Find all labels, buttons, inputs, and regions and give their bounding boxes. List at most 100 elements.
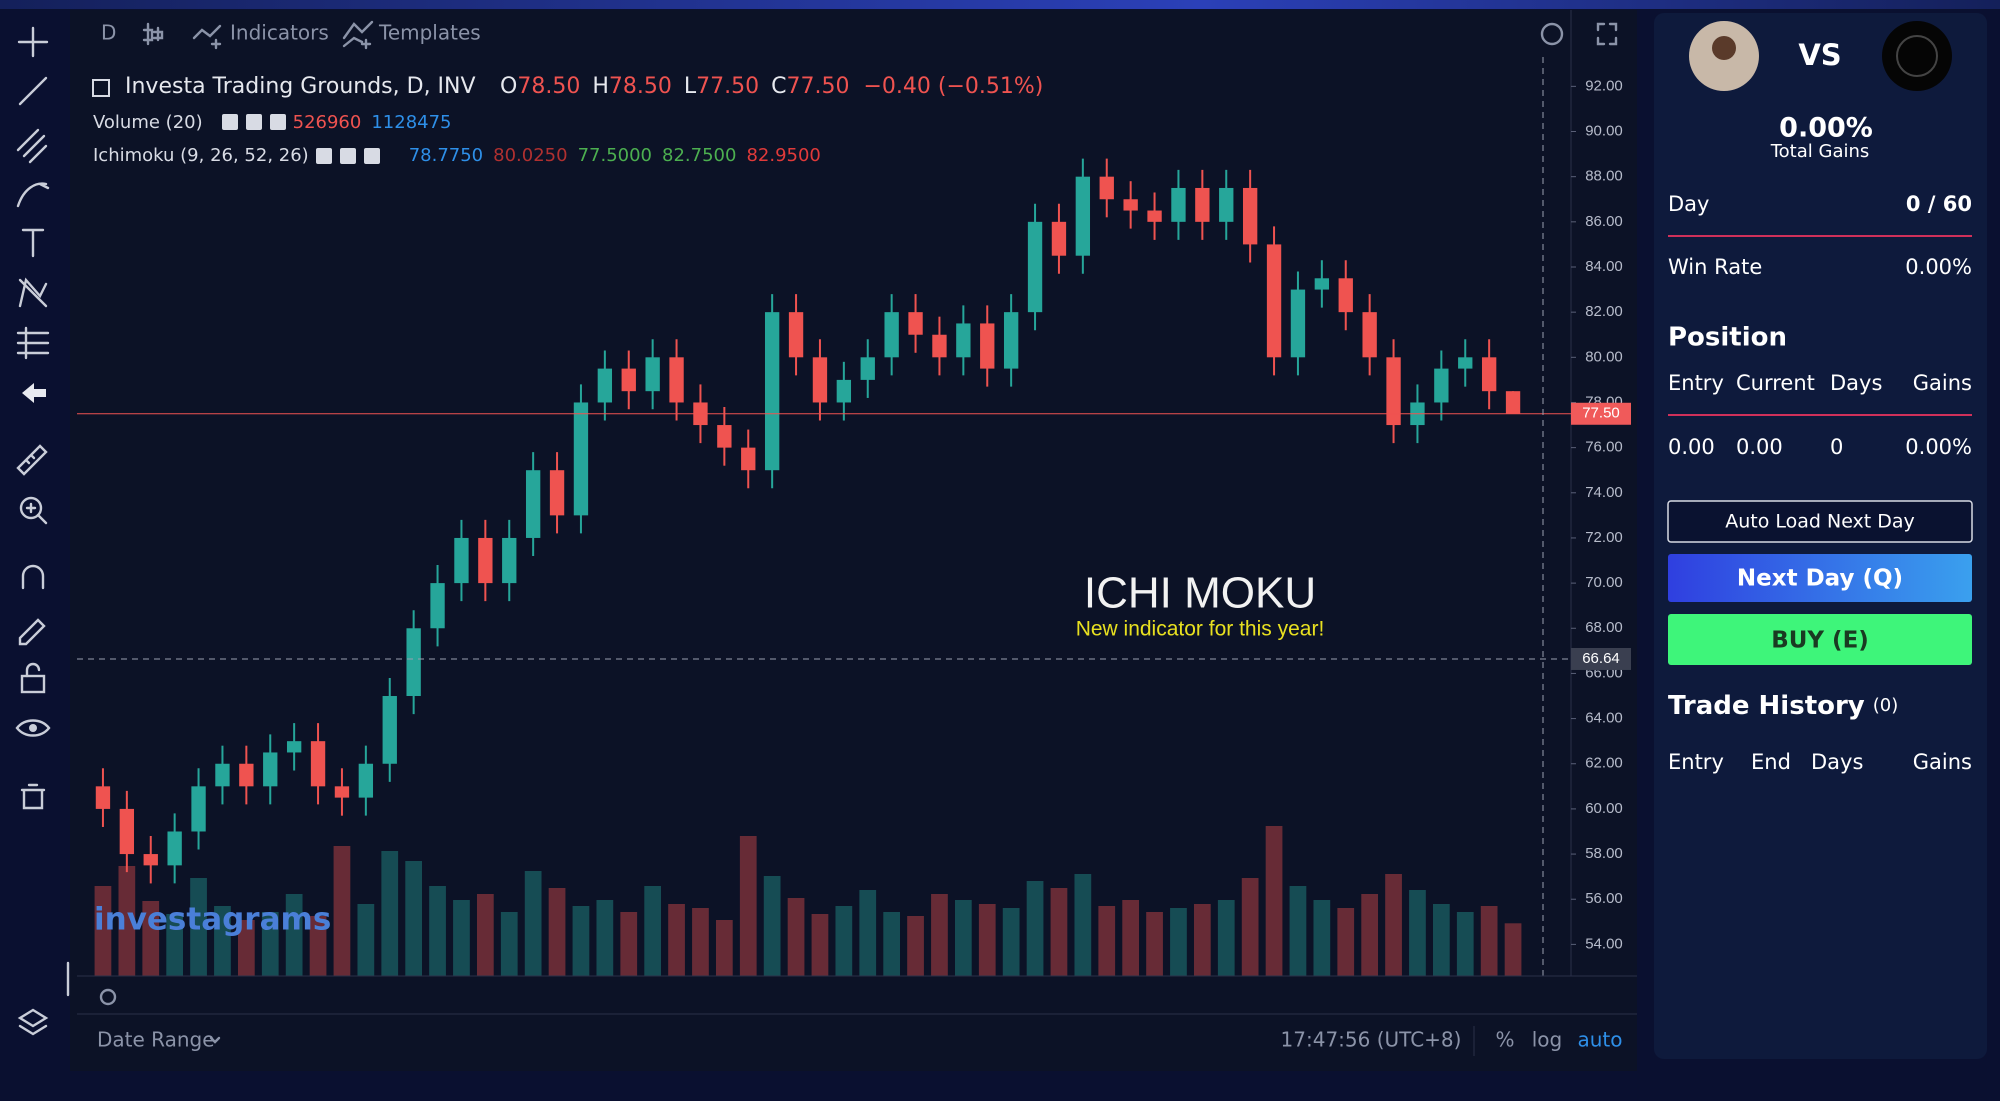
ohlc-value: 77.50 xyxy=(786,74,849,99)
layers-tool[interactable] xyxy=(17,1008,49,1036)
indicators-button[interactable]: Indicators xyxy=(230,21,329,45)
volume-bar xyxy=(668,904,685,976)
volume-bar xyxy=(644,886,662,976)
candle-body xyxy=(502,537,517,584)
buy-button[interactable] xyxy=(1668,614,1972,665)
candle-body xyxy=(573,402,589,516)
position-header: Days xyxy=(1830,371,1882,395)
candle-body xyxy=(741,447,756,471)
y-tick-label: 62.00 xyxy=(1585,755,1623,772)
fullscreen-button[interactable] xyxy=(1596,22,1618,46)
templates-button[interactable]: Templates xyxy=(378,21,481,45)
trendline-tool[interactable] xyxy=(18,76,48,106)
position-header: Current xyxy=(1736,371,1815,395)
time-axis-settings[interactable] xyxy=(99,988,117,1006)
candle-body xyxy=(430,583,445,629)
prediction-tool[interactable] xyxy=(16,326,50,360)
y-tick-label: 68.00 xyxy=(1585,619,1623,636)
candle-body xyxy=(1434,368,1449,403)
volume-bar xyxy=(907,916,924,976)
ohlc-value: 78.50 xyxy=(517,74,580,99)
remove-toggle[interactable] xyxy=(270,114,286,130)
y-tick-label: 74.00 xyxy=(1585,484,1623,501)
volume-bar xyxy=(1026,881,1044,976)
visibility-toggle[interactable] xyxy=(316,148,332,164)
volume-bar xyxy=(166,914,184,976)
trade-history-title: Trade History xyxy=(1668,691,1865,721)
visibility-toggle[interactable] xyxy=(222,114,238,130)
volume-bar xyxy=(1074,874,1092,976)
collapse-legend[interactable] xyxy=(92,79,110,97)
date-range-button[interactable]: Date Range xyxy=(97,1028,215,1052)
y-tick-label: 80.00 xyxy=(1585,348,1623,365)
y-tick-label: 86.00 xyxy=(1585,213,1623,230)
chart-style-button[interactable] xyxy=(142,22,164,46)
candle-body xyxy=(263,752,278,787)
volume-bar xyxy=(692,908,709,976)
remove-toggle[interactable] xyxy=(364,148,380,164)
text-tool[interactable] xyxy=(21,228,45,258)
position-title: Position xyxy=(1668,323,1787,353)
log-toggle[interactable]: log xyxy=(1532,1028,1563,1052)
candle-body xyxy=(1386,357,1401,426)
candle-body xyxy=(358,763,374,798)
percent-toggle[interactable]: % xyxy=(1495,1028,1514,1052)
settings-button[interactable] xyxy=(1540,22,1564,46)
candle-body xyxy=(191,786,206,832)
volume-bar xyxy=(787,898,805,976)
unlock-shackle xyxy=(25,662,41,678)
annotation-title: ICHI MOKU xyxy=(1084,569,1316,618)
y-tick-label: 56.00 xyxy=(1585,890,1623,907)
candle-body xyxy=(980,323,995,369)
ichimoku-legend: Ichimoku (9, 26, 52, 26) 78.7750 80.0250 77… xyxy=(93,145,821,166)
volume-bar xyxy=(1361,894,1379,976)
visibility-pupil xyxy=(29,724,37,732)
candle-body xyxy=(908,312,923,335)
settings-toggle[interactable] xyxy=(246,114,262,130)
templates-icon xyxy=(342,20,374,50)
symbol-title: Investa Trading Grounds, D, INV xyxy=(125,74,476,99)
visibility-tool[interactable] xyxy=(15,719,51,737)
candle-body xyxy=(334,786,350,798)
back-tool[interactable] xyxy=(22,383,46,403)
measure-tool[interactable] xyxy=(16,444,48,476)
ohlc-key: C xyxy=(771,74,786,99)
stat-value: 0 / 60 xyxy=(1906,192,1972,216)
y-tick-label: 76.00 xyxy=(1585,439,1623,456)
candle-body xyxy=(1242,187,1258,245)
pattern-tool[interactable] xyxy=(18,277,48,308)
chart-panel xyxy=(70,10,1637,1071)
zoom-tool[interactable] xyxy=(19,496,43,520)
candle-body xyxy=(1003,312,1019,369)
fib-tool[interactable] xyxy=(16,128,48,164)
crosshair-tool[interactable] xyxy=(17,26,49,58)
stat-value: 0.00% xyxy=(1905,255,1972,279)
candle-body xyxy=(812,357,828,403)
volume-name: Volume (20) xyxy=(93,112,203,133)
candle-body xyxy=(1458,357,1473,369)
lock-draw-tool[interactable] xyxy=(18,618,46,646)
delete-tool[interactable] xyxy=(20,783,46,810)
stat-label: Day xyxy=(1668,192,1709,216)
change-value: −0.40 (−0.51%) xyxy=(863,74,1043,99)
candle-body xyxy=(382,696,397,764)
magnet-tool[interactable] xyxy=(21,564,45,590)
volume-bar xyxy=(883,912,901,976)
volume-bar xyxy=(1241,878,1259,976)
ichimoku-value: 82.7500 xyxy=(662,145,736,166)
candle-body xyxy=(478,537,493,584)
volume-bar xyxy=(190,878,207,976)
settings-toggle[interactable] xyxy=(340,148,356,164)
unlock-tool[interactable] xyxy=(20,674,46,694)
brush-tool[interactable] xyxy=(16,182,50,208)
volume-bar xyxy=(572,906,590,976)
auto-load-button[interactable] xyxy=(1667,500,1973,543)
interval-button[interactable]: D xyxy=(101,21,116,45)
auto-toggle[interactable]: auto xyxy=(1577,1028,1622,1052)
next-day-button[interactable] xyxy=(1668,554,1972,602)
volume-bar xyxy=(1456,912,1474,976)
candle-body xyxy=(95,786,111,809)
price-plot: 92.0090.0088.0086.0084.0082.0080.0078.00… xyxy=(77,10,1631,976)
candle-body xyxy=(167,831,182,866)
date-range-caret xyxy=(209,1036,221,1044)
